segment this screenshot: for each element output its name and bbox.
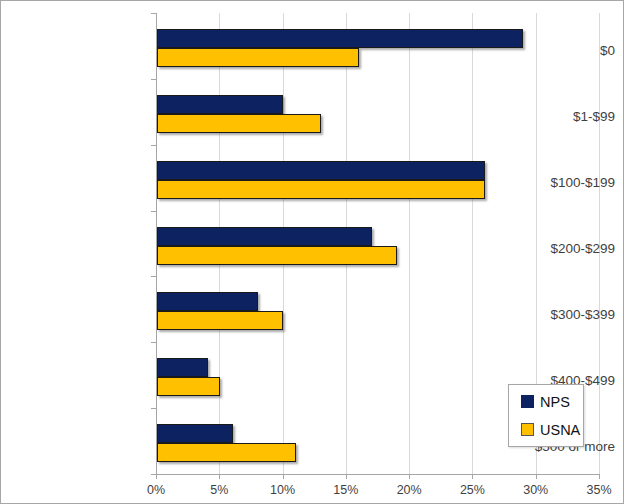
x-tick [219, 474, 220, 479]
y-tick [151, 276, 156, 277]
bar-usna [157, 114, 321, 133]
x-tick [472, 474, 473, 479]
bar-nps [157, 161, 485, 180]
bar-usna [157, 311, 283, 330]
bar-usna [157, 246, 397, 265]
legend: NPS USNA [508, 384, 584, 447]
bar-nps [157, 424, 233, 443]
bar-usna [157, 180, 485, 199]
x-tick-label: 15% [316, 483, 376, 497]
category-label: $1-$99 [475, 84, 615, 150]
y-tick [151, 211, 156, 212]
y-tick [151, 145, 156, 146]
y-tick [151, 408, 156, 409]
bar-nps [157, 227, 372, 246]
legend-label-nps: NPS [540, 394, 570, 410]
bar-nps [157, 292, 258, 311]
y-tick [151, 13, 156, 14]
category-label: $0 [475, 18, 615, 84]
legend-item-nps: NPS [521, 394, 583, 410]
x-tick [283, 474, 284, 479]
x-tick-label: 0% [126, 483, 186, 497]
bar-usna [157, 443, 296, 462]
bar-usna [157, 48, 359, 67]
x-tick-label: 35% [569, 483, 624, 497]
x-tick-label: 25% [442, 483, 502, 497]
x-tick-label: 20% [379, 483, 439, 497]
category-label: $100-$199 [475, 150, 615, 216]
category-label: $300-$399 [475, 281, 615, 347]
legend-swatch-nps-icon [521, 395, 534, 408]
bar-chart: $0$1-$99$100-$199$200-$299$300-$399$400-… [0, 0, 624, 504]
bar-nps [157, 29, 523, 48]
bar-nps [157, 95, 283, 114]
x-tick [156, 474, 157, 479]
legend-swatch-usna-icon [521, 423, 534, 436]
bar-usna [157, 377, 220, 396]
legend-label-usna: USNA [540, 422, 580, 438]
x-tick [409, 474, 410, 479]
x-tick [536, 474, 537, 479]
x-tick-label: 5% [189, 483, 249, 497]
y-tick [151, 79, 156, 80]
x-tick [599, 474, 600, 479]
y-tick [151, 342, 156, 343]
y-tick [151, 474, 156, 475]
x-tick-label: 10% [253, 483, 313, 497]
category-label: $200-$299 [475, 216, 615, 282]
x-tick-label: 30% [506, 483, 566, 497]
bar-nps [157, 358, 208, 377]
x-tick [346, 474, 347, 479]
legend-item-usna: USNA [521, 422, 583, 438]
